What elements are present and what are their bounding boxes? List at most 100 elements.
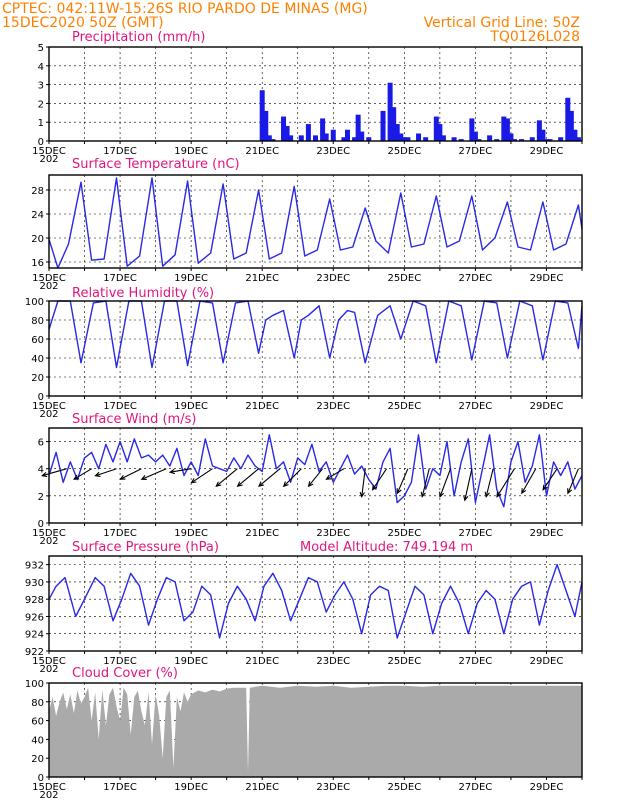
- precip-bar: [387, 82, 393, 141]
- precipitation-xtick-label: 19DEC: [174, 146, 208, 157]
- humidity-xtick-label: 29DEC: [530, 401, 564, 412]
- precip-bar: [394, 124, 400, 141]
- cloud-cover-year-label: 202: [39, 790, 58, 800]
- wind-arrow-head: [359, 491, 365, 498]
- precip-bar: [266, 135, 272, 141]
- wind-arrow-head: [73, 474, 80, 480]
- precip-bar: [398, 133, 404, 141]
- temperature-ytick-label: 16: [31, 258, 44, 269]
- precip-bar: [469, 118, 475, 141]
- precipitation-xtick-label: 25DEC: [387, 146, 421, 157]
- precip-bar: [440, 135, 446, 141]
- pressure-title: Surface Pressure (hPa): [72, 540, 219, 555]
- header-model-id: TQ0126L028: [489, 29, 580, 45]
- precip-bar: [433, 116, 439, 141]
- precip-bar: [519, 139, 525, 141]
- wind-line: [48, 434, 583, 508]
- wind-arrow: [73, 468, 92, 480]
- precip-bar: [355, 114, 361, 141]
- humidity-xtick-label: 27DEC: [459, 401, 493, 412]
- pressure-ytick-label: 924: [25, 630, 44, 641]
- cloud-cover-xtick-label: 29DEC: [530, 782, 564, 793]
- cloud-cover-panel: 0 20 40 60 80 100 15DEC 17DEC 19DEC 21DEC 23DEC 25D…: [25, 679, 583, 800]
- cloud-cover-ytick-label: 40: [31, 735, 44, 746]
- pressure-year-label: 202: [39, 664, 58, 675]
- wind-arrow: [42, 468, 67, 477]
- precip-bar: [501, 116, 507, 141]
- wind-arrow-head: [484, 491, 490, 498]
- humidity-xtick-label: 17DEC: [103, 401, 137, 412]
- wind-arrow-head: [325, 474, 332, 480]
- precipitation-ytick-label: 4: [38, 62, 44, 73]
- precip-bar: [405, 137, 411, 141]
- header-grid-note: Vertical Grid Line: 50Z: [424, 15, 580, 31]
- humidity-xtick-label: 19DEC: [174, 401, 208, 412]
- temperature-year-label: 202: [39, 281, 58, 292]
- precip-bar: [366, 137, 372, 141]
- humidity-panel: 0 20 40 60 80 100 15DEC 17DEC 19DEC 21DEC 23DEC 25D…: [25, 297, 583, 420]
- precipitation-xtick-label: 23DEC: [316, 146, 350, 157]
- cloud-cover-xtick-label: 27DEC: [459, 782, 493, 793]
- cloud-cover-area: [49, 685, 582, 777]
- wind-arrow-head: [463, 495, 469, 502]
- precip-bar: [540, 129, 546, 141]
- precip-bar: [511, 139, 517, 141]
- wind-ytick-label: 0: [38, 519, 44, 530]
- cloud-cover-ytick-label: 20: [31, 754, 44, 765]
- wind-arrow: [215, 468, 238, 487]
- precipitation-xtick-label: 29DEC: [530, 146, 564, 157]
- precip-bar: [391, 107, 397, 141]
- precip-bar: [508, 133, 514, 141]
- wind-arrow: [361, 468, 366, 497]
- cloud-cover-title: Cloud Cover (%): [72, 666, 178, 681]
- wind-arrow-head: [168, 468, 176, 475]
- precip-bar: [529, 137, 535, 141]
- precip-bar: [380, 110, 386, 141]
- precip-bar: [352, 137, 358, 141]
- pressure-ytick-label: 932: [25, 561, 44, 572]
- precip-bar: [270, 139, 276, 141]
- wind-arrow: [308, 468, 324, 487]
- header-station: CPTEC: 042:11W-15:26S RIO PARDO DE MINAS…: [2, 1, 368, 17]
- precip-bar: [458, 139, 464, 141]
- precip-bar: [536, 120, 542, 141]
- humidity-ytick-label: 40: [31, 354, 44, 365]
- wind-xtick-label: 21DEC: [245, 528, 279, 539]
- temperature-xtick-label: 23DEC: [316, 273, 350, 284]
- pressure-xtick-label: 21DEC: [245, 656, 279, 667]
- precip-bar: [281, 116, 287, 141]
- pressure-xtick-label: 19DEC: [174, 656, 208, 667]
- wind-arrow-head: [396, 488, 402, 495]
- humidity-title: Relative Humidity (%): [72, 286, 214, 301]
- precip-bar: [313, 135, 318, 141]
- wind-arrow: [326, 468, 345, 480]
- humidity-xtick-label: 25DEC: [387, 401, 421, 412]
- wind-xtick-label: 29DEC: [530, 528, 564, 539]
- precip-bar: [558, 137, 564, 141]
- temperature-frame: [48, 174, 583, 269]
- precipitation-frame: [48, 46, 583, 142]
- temperature-ytick-label: 24: [31, 210, 44, 221]
- temperature-xtick-label: 29DEC: [530, 273, 564, 284]
- wind-arrow: [485, 468, 494, 497]
- precip-bar: [472, 131, 478, 141]
- wind-arrow: [567, 468, 579, 494]
- precip-bar: [543, 139, 549, 141]
- precip-bar: [572, 129, 578, 141]
- precipitation-ytick-label: 5: [38, 43, 44, 54]
- wind-arrow: [283, 468, 302, 487]
- wind-xtick-label: 27DEC: [459, 528, 493, 539]
- wind-arrow-head: [258, 481, 264, 488]
- humidity-ytick-label: 0: [38, 392, 44, 403]
- wind-arrow: [464, 468, 473, 501]
- wind-arrow-head: [420, 491, 426, 498]
- wind-arrow-head: [371, 484, 378, 491]
- wind-arrow: [120, 468, 142, 480]
- precipitation-xtick-label: 15DEC: [32, 146, 66, 157]
- precip-bar: [401, 137, 407, 141]
- temperature-xtick-label: 27DEC: [459, 273, 493, 284]
- humidity-xtick-label: 23DEC: [316, 401, 350, 412]
- cloud-cover-ytick-label: 80: [31, 698, 44, 709]
- wind-arrow-head: [542, 484, 548, 491]
